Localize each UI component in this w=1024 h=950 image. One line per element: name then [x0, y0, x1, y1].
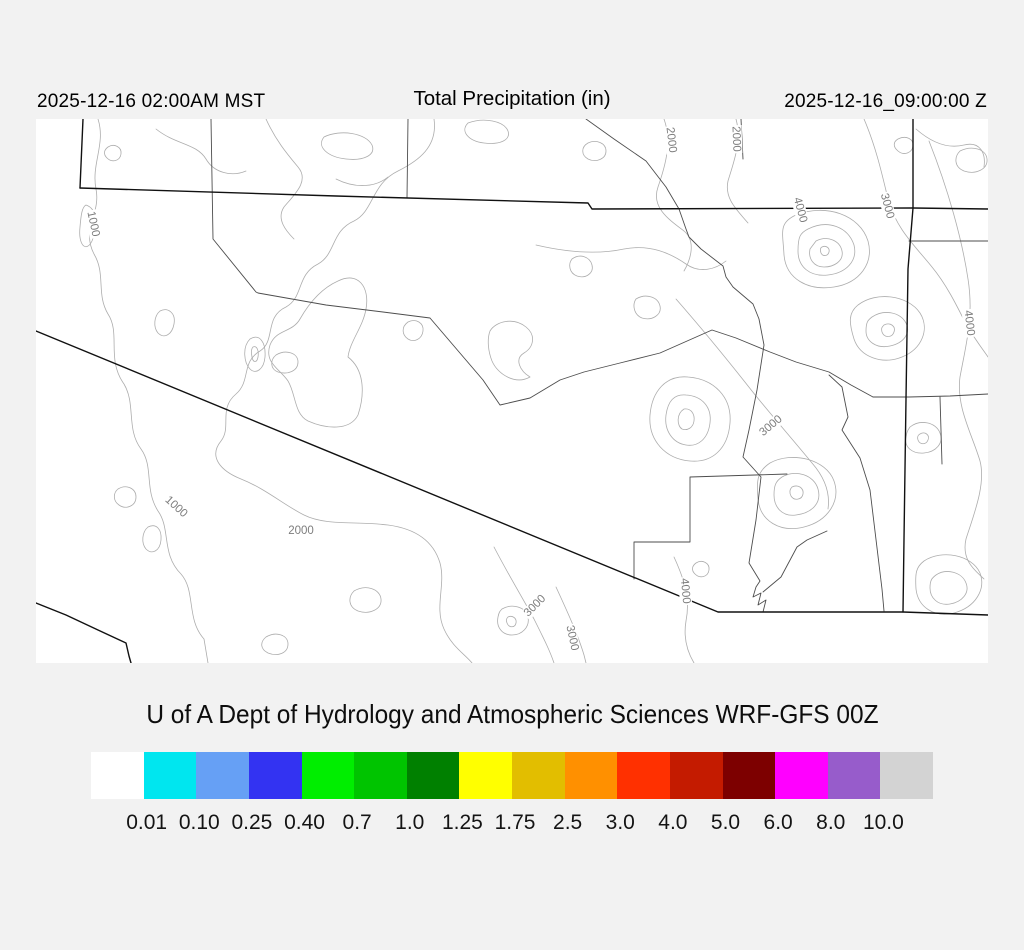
- colorbar-swatch: [564, 752, 618, 799]
- colorbar-swatch: [459, 752, 512, 799]
- colorbar-swatch: [827, 752, 881, 799]
- contour-label: 2000: [287, 525, 315, 537]
- page-title: Total Precipitation (in): [413, 87, 611, 110]
- colorbar-tick-label: 3.0: [605, 811, 635, 834]
- colorbar-tick-label: 1.0: [395, 811, 425, 834]
- caption: U of A Dept of Hydrology and Atmospheric…: [0, 699, 1024, 730]
- colorbar-swatch: [91, 752, 144, 799]
- state-borders: [36, 119, 988, 663]
- colorbar-swatch: [722, 752, 776, 799]
- colorbar-swatch: [248, 752, 302, 799]
- valid-time-local: 2025-12-16 02:00AM MST: [37, 91, 266, 112]
- colorbar-tick-label: 1.25: [441, 811, 483, 834]
- colorbar-tick-label: 8.0: [816, 811, 846, 834]
- map-canvas: [36, 119, 988, 663]
- colorbar-swatch: [301, 752, 355, 799]
- colorbar-swatch: [406, 752, 460, 799]
- colorbar-tick-label: 6.0: [763, 811, 793, 834]
- colorbar-tick-label: 0.01: [126, 811, 168, 834]
- valid-time-utc: 2025-12-16_09:00:00 Z: [784, 91, 987, 112]
- precipitation-map: 1000 1000 2000 2000 2000 4000 3000 4000 3000 3000…: [36, 119, 988, 663]
- colorbar-swatch: [143, 752, 197, 799]
- colorbar-tick-label: 5.0: [710, 811, 741, 834]
- colorbar-tick-label: 2.5: [553, 811, 583, 834]
- colorbar-tick-label: 0.7: [342, 811, 372, 834]
- colorbar-swatch: [512, 752, 565, 799]
- colorbar-tick-label: 0.25: [231, 811, 273, 834]
- contour-label: 4000: [677, 576, 693, 606]
- colorbar: [91, 752, 933, 799]
- colorbar-tick-label: 4.0: [658, 811, 688, 834]
- colorbar-tick-label: 1.75: [494, 811, 536, 834]
- colorbar-swatch: [669, 752, 723, 799]
- colorbar-swatch: [617, 752, 670, 799]
- colorbar-swatch: [880, 752, 933, 799]
- terrain-contours: [79, 119, 988, 663]
- colorbar-swatch: [775, 752, 828, 799]
- county-borders: [210, 119, 988, 613]
- colorbar-swatch: [354, 752, 407, 799]
- contour-label: 2000: [729, 125, 743, 153]
- caption-text: U of A Dept of Hydrology and Atmospheric…: [145, 699, 879, 729]
- colorbar-tick-label: 10.0: [862, 811, 904, 834]
- colorbar-ticks: 0.01 0.10 0.25 0.40 0.7 1.0 1.25 1.75 2.5 3.0 4.0 5…: [0, 811, 1024, 837]
- colorbar-swatch: [196, 752, 249, 799]
- colorbar-tick-label: 0.10: [178, 811, 220, 834]
- colorbar-tick-label: 0.40: [284, 811, 325, 834]
